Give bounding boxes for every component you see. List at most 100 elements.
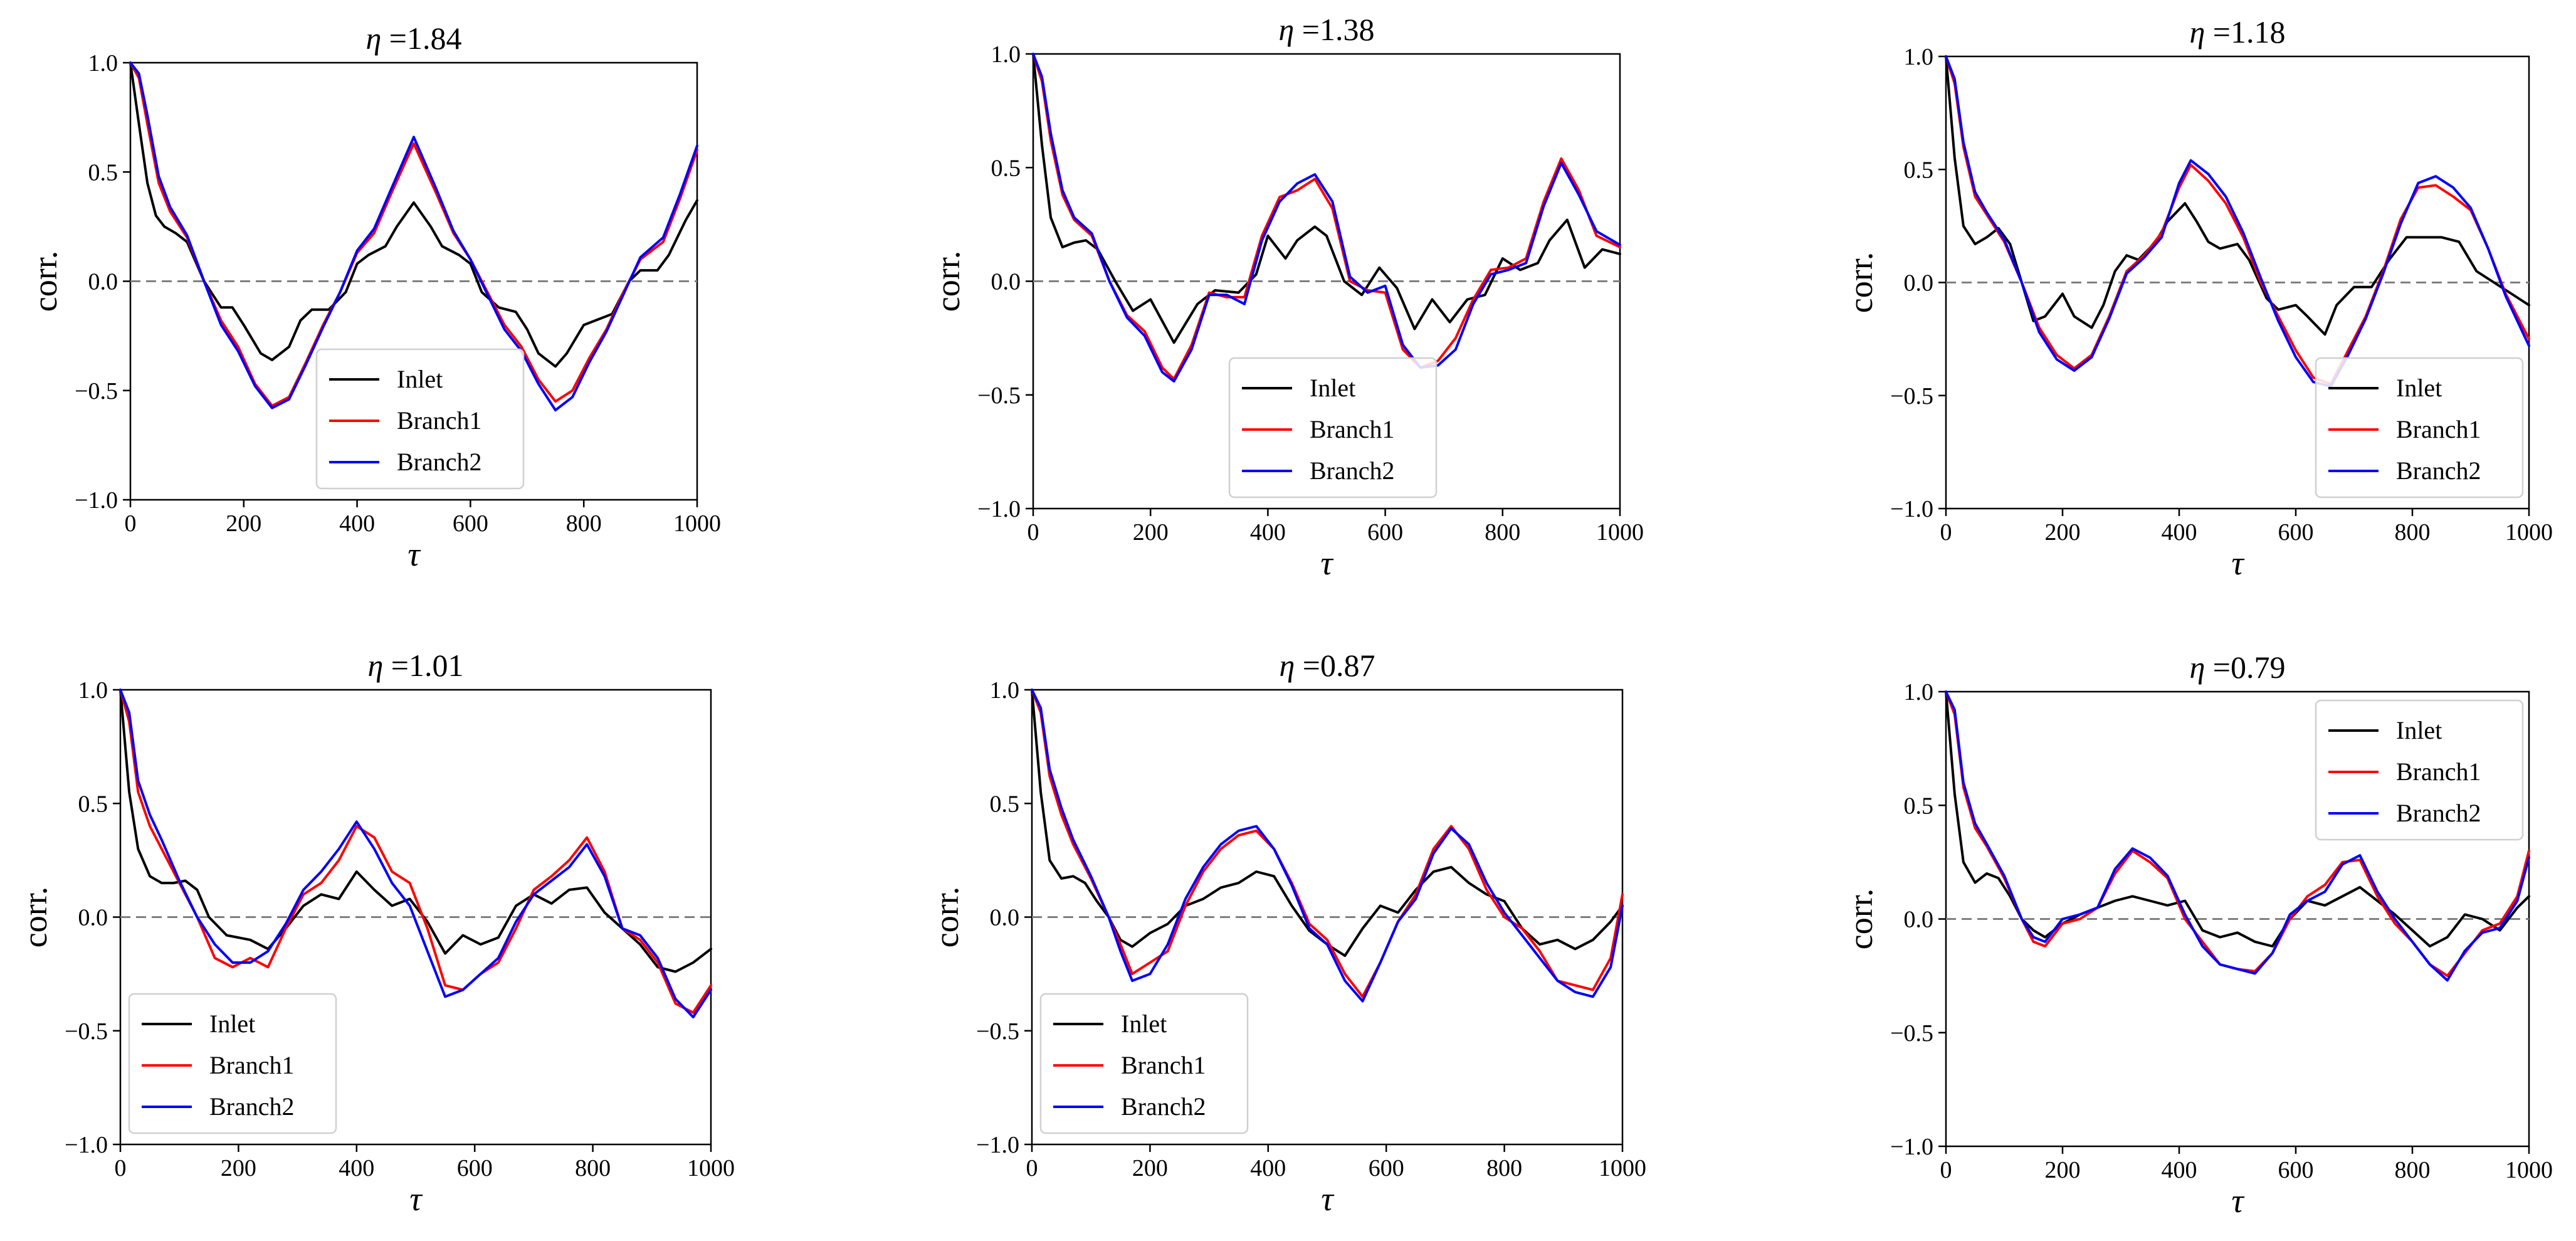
y-tick-label: 0.5: [1904, 793, 1934, 819]
title-eta-value: =0.79: [2205, 650, 2285, 685]
legend-label: Inlet: [2396, 374, 2442, 402]
series-line-inlet: [1945, 55, 2530, 336]
chart-panel-3: η =1.18 0 200 400 600 800 1000 −1.0 −0.5 0.0 0.5 1.…: [1842, 14, 2553, 582]
y-tick-label: −0.5: [976, 1018, 1019, 1045]
title-eta-symbol: η: [2189, 14, 2205, 50]
x-tick-label: 200: [2045, 1157, 2081, 1183]
x-tick-label: 200: [1133, 519, 1169, 546]
legend-label: Branch2: [1121, 1092, 1206, 1121]
y-tick-label: −1.0: [977, 496, 1021, 522]
series-line-branch2: [1945, 55, 2530, 388]
series-line-branch2: [1945, 690, 2530, 982]
x-tick-label: 800: [1485, 519, 1520, 546]
x-tick-label: 1000: [673, 510, 721, 537]
x-tick-label: 600: [457, 1155, 493, 1181]
x-axis-label: τ: [2231, 1182, 2244, 1220]
y-tick-label: 0.0: [990, 905, 1020, 931]
y-tick-label: −1.0: [65, 1132, 108, 1158]
y-axis-label: corr.: [26, 251, 64, 312]
x-axis-label: τ: [407, 536, 421, 573]
legend-label: Inlet: [2396, 716, 2442, 744]
series-line-branch1: [119, 689, 712, 1014]
legend-label: Branch1: [397, 406, 482, 435]
legend-label: Branch2: [2396, 457, 2481, 485]
x-tick-label: 800: [566, 510, 602, 537]
y-axis-label: corr.: [929, 251, 967, 312]
y-tick-label: 0.5: [1904, 157, 1934, 183]
x-tick-label: 400: [339, 510, 375, 537]
series-line-branch1: [1032, 53, 1621, 381]
y-axis-label: corr.: [16, 887, 54, 948]
title-eta-value: =0.87: [1295, 648, 1375, 683]
title-eta-value: =1.01: [383, 648, 463, 683]
y-tick-label: −1.0: [1890, 1134, 1933, 1160]
y-tick-label: 1.0: [990, 677, 1020, 704]
y-tick-label: −1.0: [75, 487, 118, 514]
y-tick-label: 0.0: [78, 905, 108, 931]
series-line-inlet: [119, 689, 712, 973]
legend-box: [315, 348, 525, 490]
legend-label: Branch2: [1310, 457, 1395, 485]
legend-label: Branch1: [1121, 1051, 1206, 1079]
legend: Inlet Branch1 Branch2: [1228, 357, 1438, 499]
chart-panel-2: η =1.38 0 200 400 600 800 1000 −1.0 −0.5 0.0 0.5 1.…: [929, 12, 1644, 582]
series-line-branch2: [1031, 689, 1624, 1003]
x-tick-label: 1000: [687, 1155, 735, 1181]
x-tick-label: 0: [115, 1155, 127, 1181]
y-tick-label: 0.5: [990, 791, 1020, 817]
y-tick-label: 1.0: [78, 677, 108, 704]
legend-label: Branch2: [209, 1092, 295, 1121]
legend-box: [1039, 993, 1249, 1134]
legend: Inlet Branch1 Branch2: [315, 348, 525, 490]
x-tick-label: 400: [1250, 1155, 1286, 1181]
legend-box: [1228, 357, 1438, 499]
legend-box: [2315, 357, 2524, 499]
legend: Inlet Branch1 Branch2: [128, 993, 337, 1134]
legend-label: Branch1: [1310, 415, 1395, 443]
y-tick-label: 0.0: [88, 269, 118, 295]
x-tick-label: 800: [575, 1155, 611, 1181]
x-tick-label: 800: [2395, 519, 2431, 546]
legend-label: Branch1: [2396, 415, 2481, 443]
chart-title: η =1.84: [365, 21, 461, 56]
series-line-inlet: [1031, 689, 1624, 958]
series-line-branch2: [1032, 53, 1621, 383]
x-axis-label: τ: [2231, 544, 2244, 582]
y-tick-label: 0.5: [991, 155, 1021, 181]
y-tick-label: −0.5: [65, 1018, 108, 1045]
title-eta-value: =1.38: [1294, 12, 1374, 47]
x-tick-label: 600: [1369, 1155, 1404, 1181]
x-tick-label: 600: [2278, 519, 2314, 546]
y-tick-label: −0.5: [977, 383, 1021, 409]
legend-label: Inlet: [397, 365, 443, 393]
title-eta-symbol: η: [367, 648, 383, 683]
y-tick-label: 0.0: [991, 269, 1021, 295]
y-tick-label: 0.5: [88, 159, 118, 186]
x-tick-label: 400: [339, 1155, 374, 1181]
y-tick-label: 1.0: [1904, 44, 1934, 70]
chart-panel-1: η =1.84 0 200 400 600 800 1000 −1.0 −0.5 0.0 0.5 1.…: [26, 21, 721, 573]
chart-panel-6: η =0.79 0 200 400 600 800 1000 −1.0 −0.5 0.0 0.5 1.…: [1842, 650, 2553, 1220]
x-tick-label: 0: [1940, 519, 1952, 546]
y-tick-label: −0.5: [1890, 1020, 1933, 1047]
series-line-branch2: [119, 689, 712, 1018]
legend-box: [128, 993, 337, 1134]
y-tick-label: 0.0: [1904, 907, 1934, 933]
x-tick-label: 1000: [2505, 1157, 2553, 1183]
legend: Inlet Branch1 Branch2: [2315, 699, 2524, 841]
legend-label: Inlet: [209, 1010, 255, 1038]
legend-label: Branch1: [2396, 758, 2481, 786]
legend-label: Inlet: [1121, 1010, 1167, 1038]
chart-panel-4: η =1.01 0 200 400 600 800 1000 −1.0 −0.5 0.0 0.5 1.…: [16, 648, 735, 1218]
legend-label: Branch2: [2396, 799, 2481, 827]
y-tick-label: 0.0: [1904, 270, 1934, 297]
legend: Inlet Branch1 Branch2: [1039, 993, 1249, 1134]
x-tick-label: 0: [1026, 1155, 1038, 1181]
x-tick-label: 800: [2395, 1157, 2431, 1183]
x-tick-label: 1000: [1599, 1155, 1646, 1181]
y-axis-label: corr.: [1842, 889, 1879, 949]
y-axis-label: corr.: [1842, 252, 1879, 313]
chart-title: η =1.01: [367, 648, 463, 683]
y-tick-label: −1.0: [976, 1132, 1019, 1158]
